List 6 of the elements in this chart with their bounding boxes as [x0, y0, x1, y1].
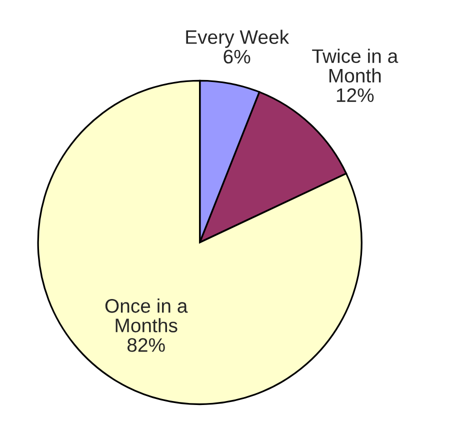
data-label: 82% [127, 338, 165, 352]
data-label: 12% [336, 88, 374, 102]
data-label: 6% [224, 50, 250, 64]
slice-label: Twice in a Month [312, 48, 398, 83]
slice-label: Every Week [186, 30, 290, 48]
slice-label: Once in a Months [105, 298, 188, 332]
